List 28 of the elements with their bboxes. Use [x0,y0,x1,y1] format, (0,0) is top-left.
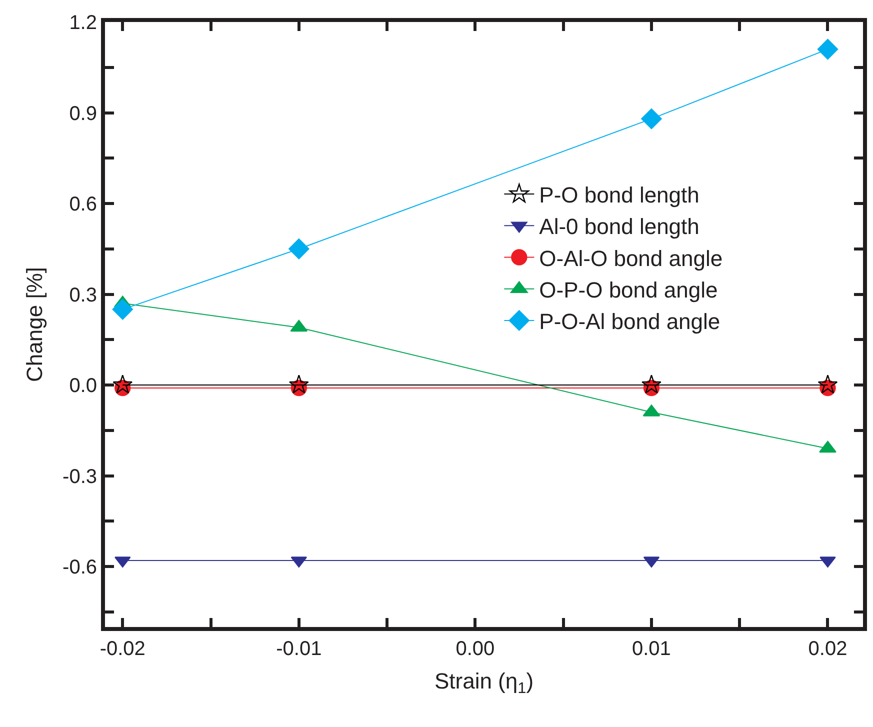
legend-label: P-O-Al bond angle [539,309,720,334]
legend-label: Al-0 bond length [539,214,700,240]
x-tick-label: 0.02 [808,638,848,660]
x-tick-label: -0.01 [276,638,322,660]
y-tick-label: 0.3 [69,284,97,306]
point [642,374,662,394]
point [288,238,310,260]
point [641,108,662,130]
point [112,374,133,394]
y-tick-label: 0.0 [69,375,97,397]
point [112,299,133,320]
point [819,440,836,453]
point [817,38,838,60]
legend-label: O-P-O bond angle [539,277,718,302]
x-tick-label: -0.02 [100,638,146,660]
y-tick-label: 0.9 [69,102,97,125]
legend-label: O-Al-O bond angle [539,246,723,271]
y-tick-label: 0.6 [69,194,97,216]
x-tick-label: 0.01 [632,638,671,660]
x-axis-title: Strain (η$_{1}$) [434,668,534,698]
legend-label: P-O bond length [539,182,700,208]
y-tick-label: 1.2 [69,12,97,34]
x-tick-label: 0.00 [456,638,495,660]
point [818,374,838,394]
y-tick-label: -0.6 [62,556,97,578]
y-axis-title: Change [%] [22,267,47,382]
point [288,374,309,394]
y-tick-label: -0.3 [62,466,97,488]
